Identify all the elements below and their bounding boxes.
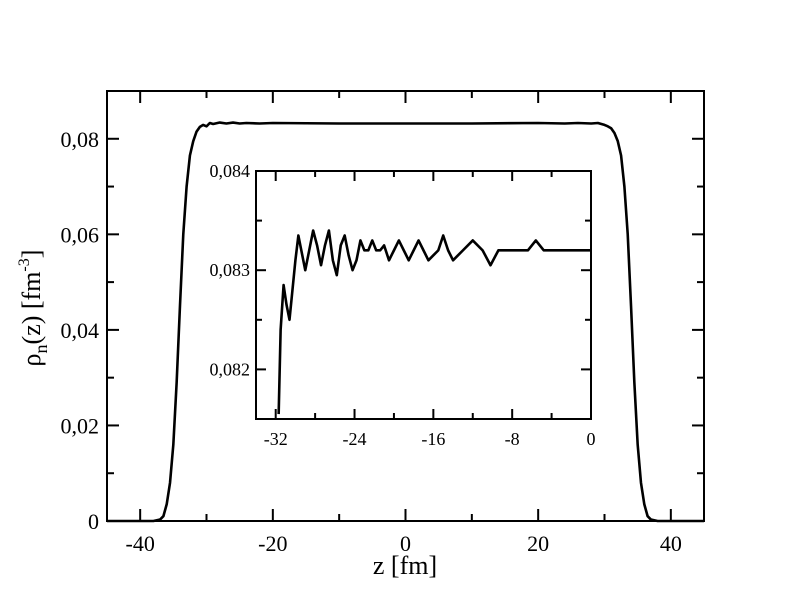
x-axis-label: z [fm] — [373, 551, 437, 580]
x-tick-label: -16 — [421, 429, 445, 449]
y-tick-label: 0,082 — [210, 359, 251, 379]
y-tick-label: 0,06 — [61, 222, 100, 247]
inset-series-line — [277, 229, 591, 415]
x-tick-label: 0 — [587, 429, 596, 449]
inset-plot-frame — [255, 170, 592, 420]
main-tick-labels: -40 -20 0 20 40 0 0,02 0,04 0,06 0,08 — [61, 127, 682, 556]
y-tick-label: 0,04 — [61, 318, 100, 343]
y-tick-label: 0,083 — [210, 260, 251, 280]
y-tick-label: 0,02 — [61, 413, 100, 438]
y-axis-label: ρn(z) [fm-3] — [16, 250, 51, 367]
y-tick-label: 0,08 — [61, 127, 100, 152]
x-tick-label: 20 — [527, 531, 549, 556]
x-tick-label: -24 — [343, 429, 367, 449]
y-axis-label-mid: (z) [fm — [17, 272, 46, 345]
main-ticks — [107, 90, 704, 522]
y-tick-label: 0 — [88, 509, 99, 534]
x-tick-label: -20 — [258, 531, 287, 556]
x-tick-label: -40 — [126, 531, 155, 556]
main-series-line — [107, 121, 704, 523]
y-tick-label: 0,084 — [210, 161, 251, 181]
x-tick-label: -8 — [505, 429, 520, 449]
y-axis-label-sub: n — [31, 344, 51, 353]
y-axis-label-rho: ρ — [17, 353, 46, 366]
inset-plot: -32 -24 -16 -8 0 0,082 0,083 0,084 — [210, 161, 596, 449]
inset-ticks — [255, 170, 592, 420]
y-axis-label-end: ] — [17, 250, 46, 259]
inset-background — [256, 171, 591, 419]
x-tick-label: -32 — [264, 429, 288, 449]
inset-tick-labels: -32 -24 -16 -8 0 0,082 0,083 0,084 — [210, 161, 596, 449]
x-tick-label: 0 — [400, 531, 411, 556]
x-tick-label: 40 — [660, 531, 682, 556]
y-axis-label-sup: -3 — [16, 258, 33, 271]
main-plot: -40 -20 0 20 40 0 0,02 0,04 0,06 0,08 — [61, 90, 705, 556]
